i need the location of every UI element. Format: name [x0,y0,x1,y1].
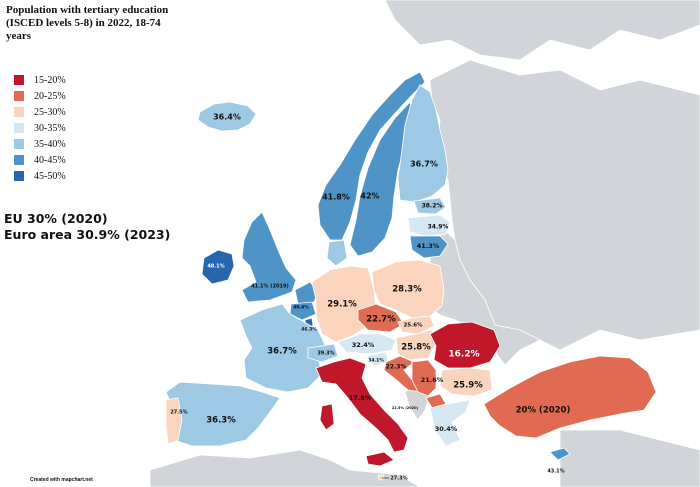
map-title: Population with tertiary education (ISCE… [6,4,169,42]
label-estonia: 38.2% [422,203,443,210]
shape-slovakia[interactable] [397,315,435,335]
legend-item: 20-25% [14,88,66,104]
label-lithuania: 41.3% [417,242,440,250]
shape-belgium[interactable] [289,301,317,321]
summary-block: EU 30% (2020) Euro area 30.9% (2023) [4,211,170,243]
legend-item: 25-30% [14,104,66,120]
label-serbia: 21.6% [421,376,444,384]
legend-label: 30-35% [34,122,66,134]
label-france: 36.7% [267,347,297,357]
legend-label: 25-30% [34,106,66,118]
shape-turkey[interactable] [483,355,657,439]
euro-area-summary: Euro area 30.9% (2023) [4,227,171,242]
shape-italy[interactable] [315,357,409,453]
label-iceland: 36.4% [213,113,241,122]
credit-text: Created with mapchart.net [30,477,93,483]
legend-item: 40-45% [14,152,66,168]
legend-item: 35-40% [14,136,66,152]
legend-item: 15-20% [14,72,66,88]
label-portugal: 27.5% [170,410,187,416]
legend-label: 35-40% [34,138,66,150]
label-slovakia: 25.6% [403,323,423,329]
middle-east [559,429,700,487]
label-switzerland: 39.3% [317,351,334,357]
label-hungary: 25.8% [401,343,431,353]
no-data-land [149,0,700,487]
shape-portugal[interactable] [165,397,183,445]
label-italy: 17.5% [349,394,372,402]
shape-finland[interactable] [397,84,449,203]
legend-label: 20-25% [34,90,66,102]
shape-malta[interactable] [377,474,385,481]
legend-swatch [14,171,24,181]
label-belgium: 46.3% [301,327,317,333]
label-malta: 27.3% [390,476,407,482]
label-sweden: 42% [360,192,379,201]
label-north-macedonia: 22.5% (2020) [392,406,419,410]
legend-label: 40-45% [34,154,66,166]
label-slovenia: 34.1% [368,358,384,364]
legend-swatch [14,155,24,165]
eu-summary: EU 30% (2020) [4,211,108,226]
label-austria: 32.4% [352,341,375,349]
value-labels: 36.4% 41.8% 42% 36.7% 38.2% 34.9% 41.3% … [170,113,570,482]
shape-uk[interactable] [241,211,297,303]
label-czechia: 22.7% [366,315,396,325]
country-shapes [165,71,657,481]
shape-romania[interactable] [429,321,501,369]
legend-label: 45-50% [34,170,66,182]
shape-iceland[interactable] [197,101,257,132]
label-poland: 28.3% [392,285,422,295]
label-finland: 36.7% [410,160,438,169]
label-romania: 16.2% [448,350,479,360]
label-greece: 30.4% [435,425,458,433]
greenland-corner [384,0,700,61]
legend-label: 15-20% [34,74,66,86]
legend-swatch [14,123,24,133]
label-norway: 41.8% [322,193,350,202]
shape-sicily[interactable] [365,451,395,467]
shape-bulgaria[interactable] [439,367,493,397]
shape-greece[interactable] [429,399,471,447]
label-ireland: 48.1% [207,264,224,270]
legend-swatch [14,91,24,101]
label-latvia: 34.9% [428,224,449,231]
label-germany: 29.1% [327,300,357,310]
shape-north-macedonia[interactable] [425,393,447,409]
shape-latvia[interactable] [407,214,451,237]
legend-item: 45-50% [14,168,66,184]
shape-czechia[interactable] [357,303,405,333]
shape-cyprus[interactable] [549,447,571,461]
legend-item: 30-35% [14,120,66,136]
shape-denmark[interactable] [326,239,348,267]
shape-norway[interactable] [317,71,426,241]
shape-serbia[interactable] [411,359,437,397]
label-spain: 36.3% [206,416,236,426]
north-africa [149,449,421,487]
label-netherlands: 40.4% [293,305,309,311]
label-bulgaria: 25.9% [453,381,483,391]
legend-swatch [14,107,24,117]
label-uk: 41.1% (2019) [251,284,289,290]
shape-estonia[interactable] [413,197,447,215]
shape-hungary[interactable] [395,329,437,361]
shape-austria[interactable] [337,333,397,355]
shape-lithuania[interactable] [409,235,449,259]
legend-swatch [14,75,24,85]
shape-ireland[interactable] [201,249,235,285]
shape-switzerland[interactable] [307,343,339,363]
legend: 15-20% 20-25% 25-30% 30-35% 35-40% 40-45… [14,72,66,184]
label-croatia: 22.3% [386,364,407,371]
shape-poland[interactable] [371,259,445,319]
shape-sardinia[interactable] [319,403,335,431]
label-cyprus: 43.1% [547,469,564,475]
label-turkey: 20% (2020) [516,406,571,416]
legend-swatch [14,139,24,149]
